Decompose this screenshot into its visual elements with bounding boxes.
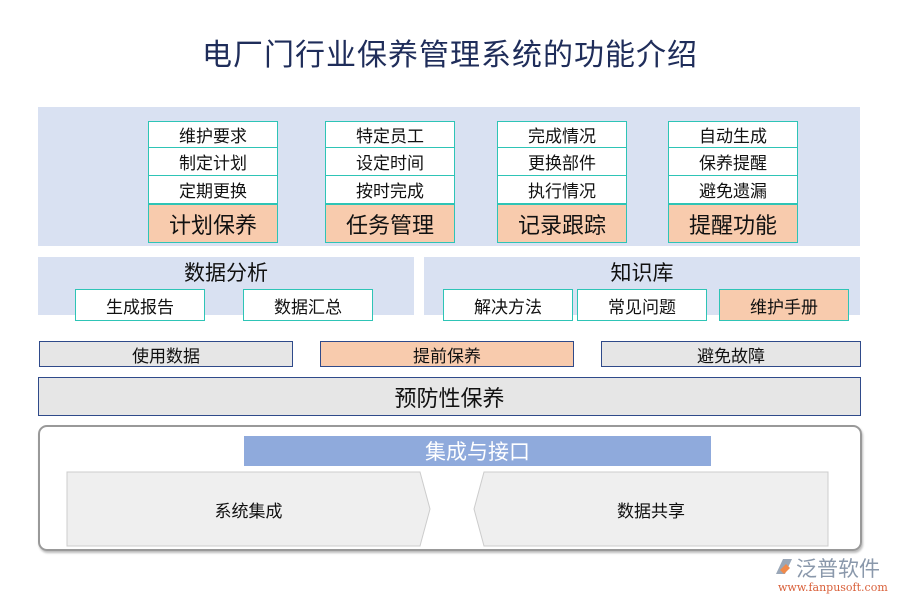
logo-name: 泛普软件 [796, 557, 880, 581]
feature-item: 更换部件 [497, 147, 627, 176]
feature-item: 定期更换 [148, 175, 278, 204]
middle-item: 提前保养 [320, 341, 574, 367]
knowledge-title: 知识库 [610, 261, 674, 285]
feature-group-head: 任务管理 [325, 204, 455, 243]
feature-item: 执行情况 [497, 175, 627, 204]
analysis-title: 数据分析 [184, 261, 268, 285]
logo-icon [776, 559, 792, 574]
feature-item: 按时完成 [325, 175, 455, 204]
logo-url: www.fanpusoft.com [778, 581, 888, 594]
knowledge-item: 常见问题 [577, 289, 707, 321]
integration-title: 集成与接口 [244, 436, 711, 466]
feature-item: 避免遗漏 [668, 175, 798, 204]
feature-group-head: 记录跟踪 [497, 204, 627, 243]
middle-item: 使用数据 [39, 341, 293, 367]
feature-group-head: 计划保养 [148, 204, 278, 243]
knowledge-item: 解决方法 [443, 289, 573, 321]
integration-right: 数据共享 [617, 501, 685, 522]
feature-item: 自动生成 [668, 121, 798, 148]
integration-container [38, 425, 862, 551]
page-title: 电厂门行业保养管理系统的功能介绍 [202, 38, 698, 73]
integration-left: 系统集成 [214, 501, 283, 522]
feature-item: 特定员工 [325, 121, 455, 148]
middle-item: 避免故障 [601, 341, 861, 367]
base-bar: 预防性保养 [38, 377, 861, 416]
feature-group-head: 提醒功能 [668, 204, 798, 243]
fanpu-logo: 泛普软件 www.fanpusoft.com [772, 553, 897, 598]
right-arrow-shape [473, 471, 829, 547]
knowledge-item: 维护手册 [719, 289, 849, 321]
analysis-item: 数据汇总 [243, 289, 373, 321]
feature-item: 制定计划 [148, 147, 278, 176]
left-arrow-shape [66, 471, 431, 547]
analysis-item: 生成报告 [75, 289, 205, 321]
